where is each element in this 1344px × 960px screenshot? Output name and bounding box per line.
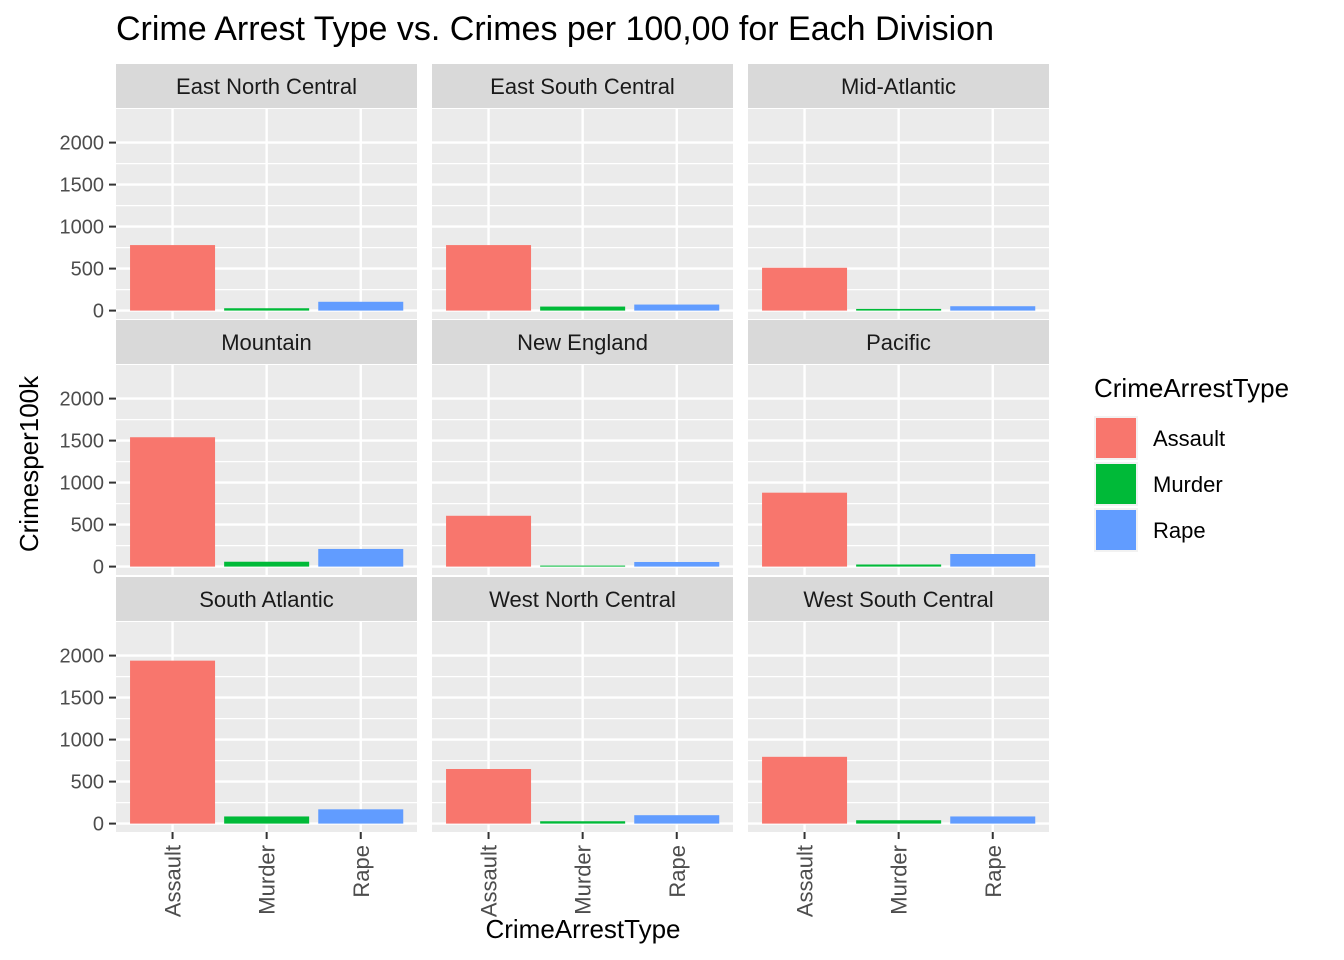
bar-new-england-murder	[540, 565, 626, 567]
bar-east-north-central-murder	[224, 308, 310, 311]
legend-label: Assault	[1153, 426, 1225, 451]
y-tick-label: 1000	[60, 217, 105, 239]
x-tick-label: Assault	[793, 845, 818, 917]
y-tick-label: 0	[93, 557, 104, 579]
y-tick-label: 1000	[60, 730, 105, 752]
facet-label: East South Central	[490, 74, 675, 99]
facet-label: Mountain	[221, 330, 312, 355]
bar-mid-atlantic-assault	[762, 267, 848, 311]
legend-swatch-assault	[1096, 418, 1136, 458]
bar-south-atlantic-rape	[318, 809, 404, 824]
legend-swatch-rape	[1096, 510, 1136, 550]
facet-strip	[748, 320, 1049, 364]
facet-label: New England	[517, 330, 648, 355]
legend-swatch-murder	[1096, 464, 1136, 504]
legend: CrimeArrestType Assault Murder Rape	[1094, 373, 1289, 552]
bar-mountain-murder	[224, 561, 310, 567]
y-tick-label: 1500	[60, 688, 105, 710]
facet-mid-atlantic: Mid-Atlantic	[748, 64, 1049, 319]
facet-label: West North Central	[489, 587, 676, 612]
facet-strip	[432, 320, 733, 364]
x-tick-label: Assault	[161, 845, 186, 917]
facet-strip	[432, 577, 733, 621]
bar-west-north-central-murder	[540, 821, 626, 824]
bar-pacific-murder	[856, 564, 942, 567]
facet-strip	[116, 577, 417, 621]
y-tick-label: 1500	[60, 431, 105, 453]
facet-panels: East North Central 0 500 1000 1500 2000 East S…	[60, 64, 1049, 917]
facet-new-england: New England	[432, 320, 733, 575]
bar-mountain-rape	[318, 548, 404, 567]
y-tick-label: 0	[93, 301, 104, 323]
y-tick-label: 500	[71, 515, 104, 537]
facet-south-atlantic: South Atlantic 0 500 1000 1500 2000 Assault Mur…	[60, 577, 417, 917]
facet-strip	[748, 577, 1049, 621]
legend-entry-assault: Assault	[1094, 416, 1225, 460]
facet-label: Mid-Atlantic	[841, 74, 956, 99]
bar-new-england-assault	[446, 515, 532, 567]
bar-west-south-central-murder	[856, 820, 942, 824]
legend-entry-murder: Murder	[1094, 462, 1223, 506]
legend-label: Rape	[1153, 518, 1206, 543]
chart-title: Crime Arrest Type vs. Crimes per 100,00 …	[116, 10, 994, 48]
y-tick-label: 500	[71, 772, 104, 794]
y-tick-label: 1000	[60, 473, 105, 495]
x-axis-title: CrimeArrestType	[485, 914, 680, 944]
bar-west-north-central-rape	[634, 815, 720, 824]
facet-east-south-central: East South Central	[432, 64, 733, 319]
x-tick-label: Rape	[349, 845, 374, 898]
legend-title: CrimeArrestType	[1094, 373, 1289, 403]
bar-mid-atlantic-rape	[950, 306, 1036, 311]
facet-strip	[116, 320, 417, 364]
facet-label: East North Central	[176, 74, 357, 99]
facet-label: Pacific	[866, 330, 931, 355]
facet-label: West South Central	[803, 587, 993, 612]
bar-pacific-assault	[762, 492, 848, 567]
bar-mid-atlantic-murder	[856, 308, 942, 311]
x-tick-label: Assault	[477, 845, 502, 917]
x-tick-label: Murder	[255, 845, 280, 915]
y-tick-label: 0	[93, 814, 104, 836]
bar-south-atlantic-assault	[130, 660, 216, 824]
facet-strip	[116, 64, 417, 108]
bar-new-england-rape	[634, 561, 720, 567]
bar-east-north-central-assault	[130, 245, 216, 311]
x-tick-label: Rape	[981, 845, 1006, 898]
facet-strip	[432, 64, 733, 108]
bar-east-north-central-rape	[318, 301, 404, 311]
bar-east-south-central-murder	[540, 306, 626, 311]
bar-east-south-central-rape	[634, 304, 720, 311]
y-tick-label: 2000	[60, 646, 105, 668]
bar-mountain-assault	[130, 437, 216, 567]
bar-west-north-central-assault	[446, 769, 532, 824]
x-tick-label: Murder	[887, 845, 912, 915]
bar-south-atlantic-murder	[224, 816, 310, 824]
facet-east-north-central: East North Central 0 500 1000 1500 2000	[60, 64, 417, 323]
x-tick-label: Murder	[571, 845, 596, 915]
y-axis-title: Crimesper100k	[14, 375, 44, 552]
bar-pacific-rape	[950, 554, 1036, 567]
facet-mountain: Mountain 0 500 1000 1500 2000	[60, 320, 417, 579]
facet-label: South Atlantic	[199, 587, 334, 612]
bar-east-south-central-assault	[446, 245, 532, 311]
x-tick-label: Rape	[665, 845, 690, 898]
y-tick-label: 1500	[60, 175, 105, 197]
bar-west-south-central-assault	[762, 756, 848, 824]
facet-west-south-central: West South Central Assault Murder Rape	[748, 577, 1049, 917]
y-tick-label: 2000	[60, 133, 105, 155]
facet-strip	[748, 64, 1049, 108]
y-tick-label: 2000	[60, 389, 105, 411]
facet-pacific: Pacific	[748, 320, 1049, 575]
bar-west-south-central-rape	[950, 816, 1036, 824]
y-tick-label: 500	[71, 259, 104, 281]
legend-label: Murder	[1153, 472, 1223, 497]
facet-west-north-central: West North Central Assault Murder Rape	[432, 577, 733, 917]
legend-entry-rape: Rape	[1094, 508, 1206, 552]
